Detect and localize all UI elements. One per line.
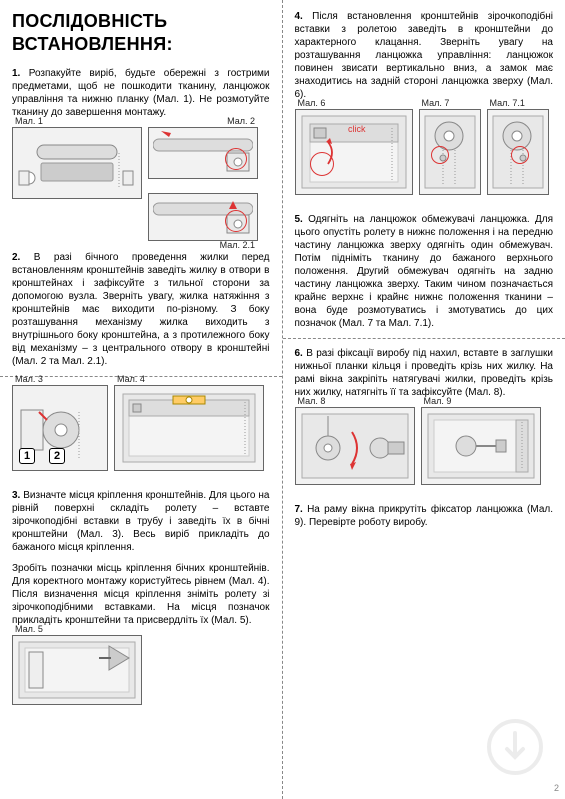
fig-row-3: Мал. 5 [12,635,270,705]
figure-label: Мал. 4 [117,374,145,386]
step-3-text-a: 3. Визначте місця кріплення кронштейнів.… [12,489,270,554]
figure-label: Мал. 8 [298,396,326,408]
level-icon [119,390,259,466]
section-divider [283,338,565,339]
step-4-text: 4. Після встановлення кронштейнів зірочк… [295,10,554,101]
figure-8: Мал. 8 [295,407,415,485]
page-title: ПОСЛІДОВНІСТЬ ВСТАНОВЛЕННЯ: [12,10,270,57]
figure-2-1: Мал. 2.1 [148,193,258,241]
figure-1: Мал. 1 [12,127,142,199]
figure-7-1: Мал. 7.1 [487,109,549,195]
highlight-ring [225,210,247,232]
highlight-ring [225,148,247,170]
figure-label: Мал. 2 [227,116,255,128]
figure-6: Мал. 6 click [295,109,413,195]
figure-label: Мал. 7.1 [490,98,525,110]
highlight-ring [511,146,529,164]
figure-label: Мал. 6 [298,98,326,110]
figure-label: Мал. 7 [422,98,450,110]
page-number: 2 [554,783,559,795]
step-2-text: 2. В разі бічного проведення жилки перед… [12,251,270,368]
step-5-text: 5. Одягніть на ланцюжок обмежувачі ланцю… [295,213,554,330]
click-install-icon: click [300,114,408,190]
fig-row-4: Мал. 6 click Мал. 7 [295,109,554,195]
fixator-icon [426,412,536,480]
step-3-text-b: Зробіть позначки місць кріплення бічних … [12,562,270,627]
page: ПОСЛІДОВНІСТЬ ВСТАНОВЛЕННЯ: 1. Розпакуйт… [0,0,565,799]
callout-2: 2 [49,448,65,464]
figure-2: Мал. 2 [148,127,258,179]
figure-3: Мал. 3 1 2 [12,385,108,471]
figure-label: Мал. 5 [15,624,43,636]
figure-label: Мал. 3 [15,374,43,386]
figure-label: Мал. 9 [424,396,452,408]
figure-4: Мал. 4 [114,385,264,471]
figure-label: Мал. 1 [15,116,43,128]
step-7-text: 7. На раму вікна прикрутіть фіксатор лан… [295,503,554,529]
right-column: 4. Після встановлення кронштейнів зірочк… [283,0,565,799]
callout-1: 1 [19,448,35,464]
fig-row-5: Мал. 8 Мал. 9 [295,407,554,485]
step-1-text: 1. Розпакуйте виріб, будьте обережні з г… [12,67,270,119]
fig-row-1: Мал. 1 Мал. 2 [12,127,270,241]
left-column: ПОСЛІДОВНІСТЬ ВСТАНОВЛЕННЯ: 1. Розпакуйт… [0,0,283,799]
watermark-icon [485,717,545,777]
click-label-text: click [348,124,366,134]
roller-parts-icon [17,133,137,193]
figure-5: Мал. 5 [12,635,142,705]
fig-row-2: Мал. 3 1 2 Мал. 4 [12,385,270,471]
figure-label: Мал. 2.1 [220,240,255,252]
figure-9: Мал. 9 [421,407,541,485]
drill-icon [17,640,137,700]
tensioner-icon [300,412,410,480]
highlight-ring [431,146,449,164]
figure-7: Мал. 7 [419,109,481,195]
highlight-ring [310,152,334,176]
step-6-text: 6. В разі фіксації виробу під нахил, вст… [295,347,554,399]
